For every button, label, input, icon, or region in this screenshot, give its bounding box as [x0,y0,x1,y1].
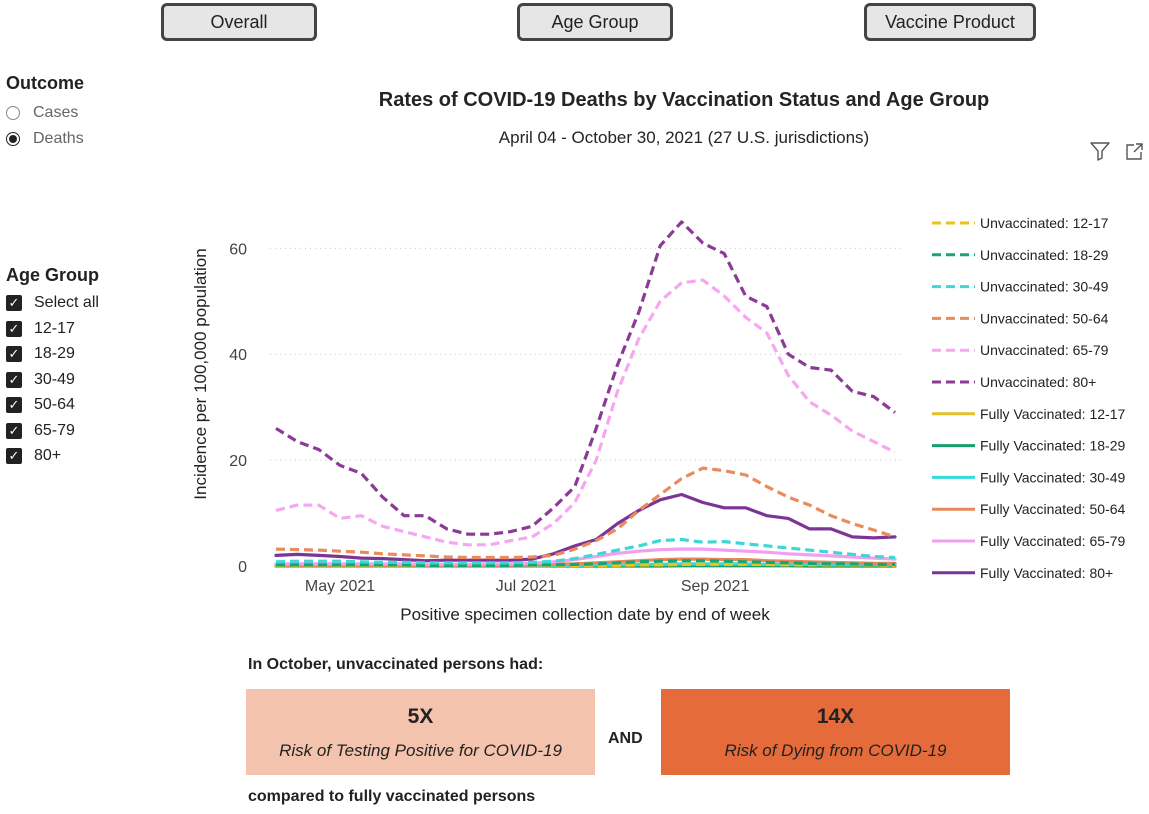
check-icon[interactable]: ✓ [6,320,22,337]
age-group-option[interactable]: ✓ 18-29 [6,345,75,363]
deaths-risk-box: 14X Risk of Dying from COVID-19 [661,689,1010,775]
legend-label: Unvaccinated: 30-49 [980,279,1109,295]
y-axis-ticks: 0 20 40 60 [229,241,247,576]
legend-label: Fully Vaccinated: 12-17 [980,406,1125,422]
y-tick-label: 0 [238,559,247,576]
outcome-option-cases[interactable]: Cases [6,104,78,122]
legend-item[interactable]: Unvaccinated: 65-79 [932,342,1109,358]
grid-lines [270,247,905,461]
legend-item[interactable]: Unvaccinated: 12-17 [932,215,1109,231]
check-icon[interactable]: ✓ [6,397,22,413]
age-group-option-label: 50-64 [34,396,75,413]
legend-item[interactable]: Unvaccinated: 50-64 [932,310,1109,326]
age-group-option-label: 80+ [34,447,62,464]
check-icon[interactable]: ✓ [6,295,22,311]
legend-label: Fully Vaccinated: 80+ [980,565,1113,581]
chart-title: Rates of COVID-19 Deaths by Vaccination … [378,89,990,111]
legend-item[interactable]: Unvaccinated: 30-49 [932,279,1109,295]
legend-label: Fully Vaccinated: 50-64 [980,501,1125,517]
check-icon[interactable]: ✓ [6,422,22,439]
radio-selected-icon[interactable] [6,132,20,146]
x-tick-label: Jul 2021 [496,578,557,595]
series-line [275,278,896,547]
age-group-option[interactable]: ✓ 12-17 [6,320,75,338]
line-chart: 0 20 40 60 May 2021 Jul 2021 Sep 2021 Inciden… [191,139,1146,624]
check-icon[interactable]: ✓ [6,371,22,388]
cases-risk-text: Risk of Testing Positive for COVID-19 [279,741,562,760]
legend-label: Fully Vaccinated: 30-49 [980,469,1125,485]
age-group-button[interactable]: Age Group [517,3,673,41]
legend-item[interactable]: Fully Vaccinated: 30-49 [932,469,1125,485]
legend-label: Unvaccinated: 50-64 [980,310,1109,326]
age-group-option-label: 30-49 [34,370,75,388]
legend-item[interactable]: Unvaccinated: 80+ [932,374,1096,390]
x-axis-ticks: May 2021 Jul 2021 Sep 2021 [305,578,750,595]
age-group-option[interactable]: ✓ 30-49 [6,371,75,389]
y-tick-label: 60 [229,241,247,258]
legend-item[interactable]: Fully Vaccinated: 65-79 [932,533,1125,549]
check-icon[interactable]: ✓ [6,448,22,464]
overall-button[interactable]: Overall [161,3,317,41]
cases-risk-value: 5X [407,705,434,728]
y-axis-label: Incidence per 100,000 population [191,248,210,499]
legend-item[interactable]: Fully Vaccinated: 50-64 [932,501,1125,517]
outcome-option-label: Cases [33,104,79,121]
age-group-option-label: Select all [34,294,99,311]
legend-item[interactable]: Unvaccinated: 18-29 [932,247,1109,263]
age-group-option-label: 65-79 [34,421,75,439]
age-group-option[interactable]: ✓ 65-79 [6,422,75,440]
summary-footer: compared to fully vaccinated persons [248,788,536,805]
legend-label: Fully Vaccinated: 65-79 [980,533,1125,549]
x-tick-label: Sep 2021 [681,578,750,595]
series-line [275,537,896,565]
expand-icon[interactable] [1124,141,1146,163]
legend-label: Fully Vaccinated: 18-29 [980,438,1125,454]
radio-unselected-icon[interactable] [6,106,20,120]
chart-subtitle: April 04 - October 30, 2021 (27 U.S. jur… [498,128,870,147]
y-tick-label: 40 [229,347,247,364]
legend-item[interactable]: Fully Vaccinated: 80+ [932,565,1113,581]
age-group-option[interactable]: ✓ Select all [6,294,99,312]
vaccine-product-button[interactable]: Vaccine Product [864,3,1036,41]
legend-label: Unvaccinated: 18-29 [980,247,1109,263]
connector-text: AND [608,730,643,747]
legend-label: Unvaccinated: 65-79 [980,342,1109,358]
series-line [275,466,896,560]
legend-item[interactable]: Fully Vaccinated: 12-17 [932,406,1125,422]
outcome-title: Outcome [6,73,85,93]
age-group-option-label: 18-29 [34,345,75,362]
age-group-title: Age Group [6,265,99,285]
summary-heading: In October, unvaccinated persons had: [248,656,544,673]
outcome-option-label: Deaths [33,130,84,147]
series-line [275,220,896,536]
age-group-option[interactable]: ✓ 50-64 [6,396,75,414]
check-icon[interactable]: ✓ [6,346,22,362]
filter-icon[interactable] [1088,139,1112,163]
cases-risk-box: 5X Risk of Testing Positive for COVID-19 [246,689,595,775]
series-line [274,492,897,563]
age-group-option[interactable]: ✓ 80+ [6,447,61,465]
outcome-option-deaths[interactable]: Deaths [6,130,84,148]
legend-label: Unvaccinated: 12-17 [980,215,1109,231]
legend: Unvaccinated: 12-17 Unvaccinated: 18-29 Un… [932,215,1125,581]
y-tick-label: 20 [229,453,247,470]
x-axis-label: Positive specimen collection date by end… [400,605,770,624]
x-tick-label: May 2021 [305,578,375,595]
legend-item[interactable]: Fully Vaccinated: 18-29 [932,438,1125,454]
age-group-option-label: 12-17 [34,319,75,337]
series-lines [274,220,897,568]
deaths-risk-text: Risk of Dying from COVID-19 [724,741,947,760]
deaths-risk-value: 14X [816,705,855,728]
series-line [276,559,895,568]
legend-label: Unvaccinated: 80+ [980,374,1096,390]
